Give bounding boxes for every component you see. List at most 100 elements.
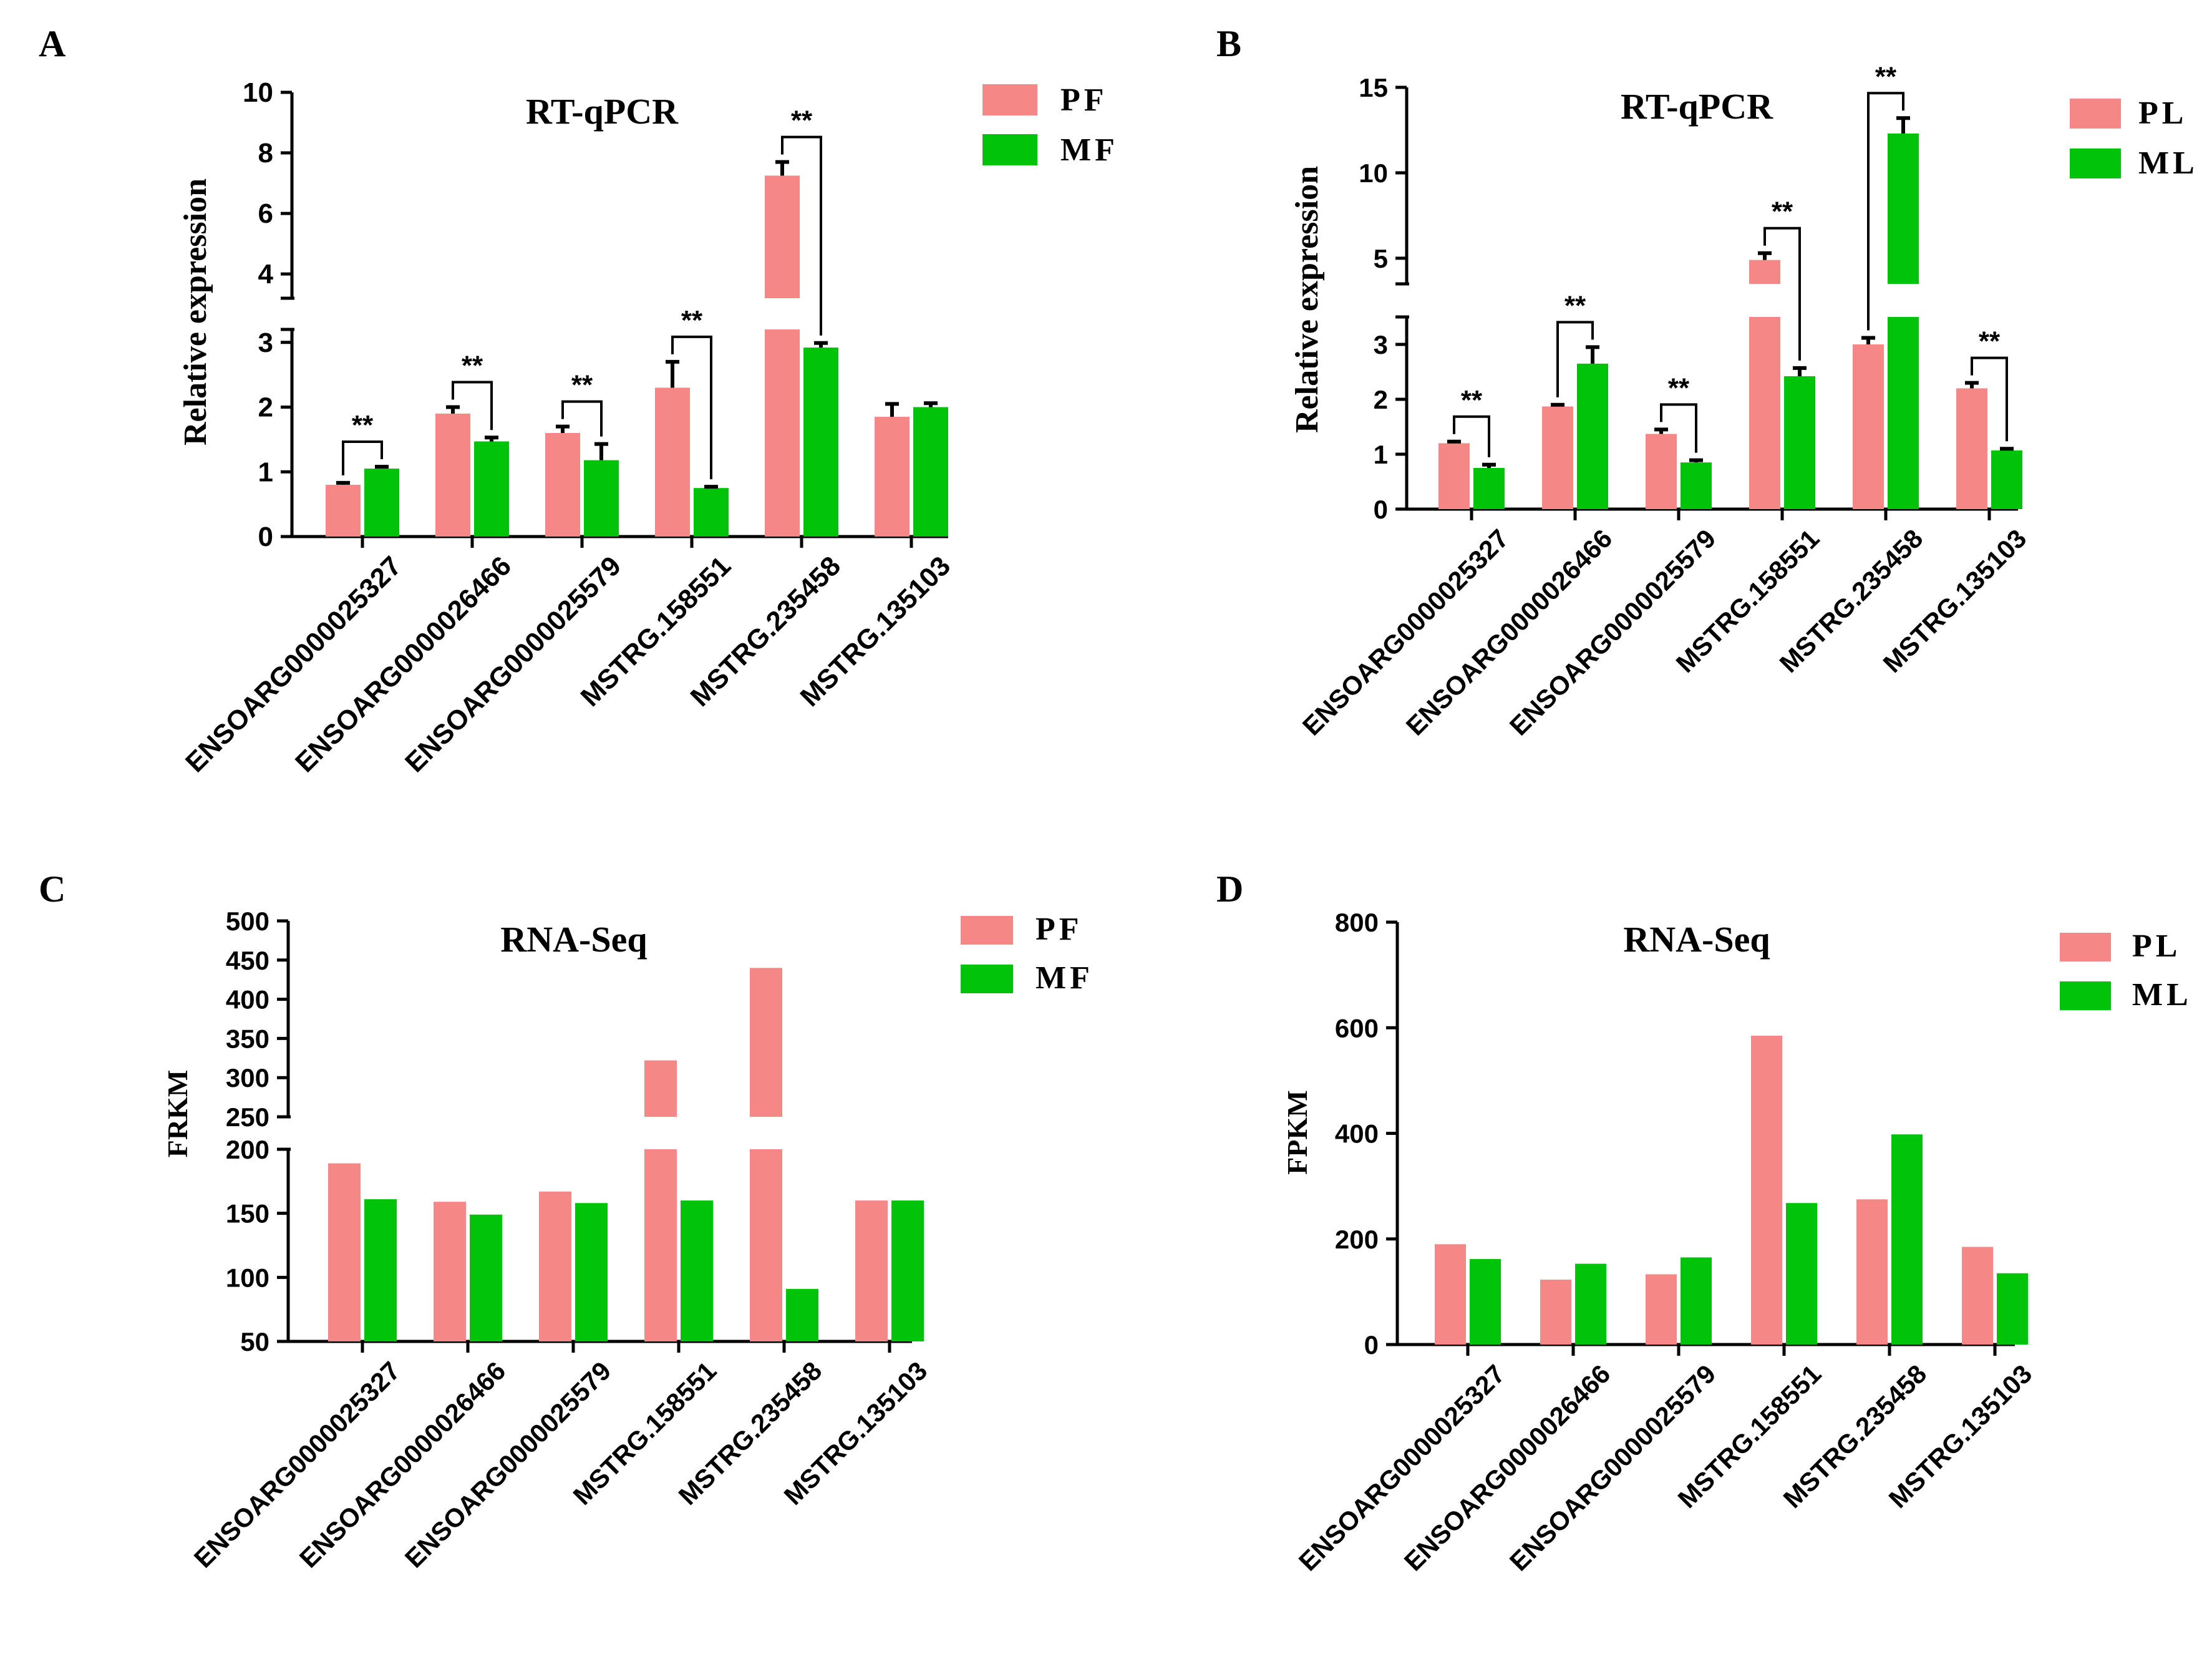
significance-label: ** <box>1772 197 1793 227</box>
bar-pf <box>875 417 910 537</box>
significance-bracket <box>561 400 603 437</box>
bar-ml <box>1473 468 1505 509</box>
bar-pl <box>1962 1247 1993 1345</box>
y-axis-label: FPKM <box>1281 1090 1313 1174</box>
x-tick-label: ENSOARG0000025327 <box>180 550 407 778</box>
bar-pf <box>326 485 361 537</box>
bar-pl-upper <box>1749 260 1780 284</box>
x-tick-label: ENSOARG0000025579 <box>1504 1359 1722 1577</box>
bar-ml <box>1681 462 1712 509</box>
bar-pf <box>750 1149 782 1341</box>
y-axis-label: Relative expression <box>178 178 213 445</box>
legend-label-pf: PF <box>1060 82 1108 118</box>
y-tick-label: 3 <box>1374 330 1388 359</box>
panel-letter: C <box>39 868 65 910</box>
bar-mf <box>681 1200 713 1341</box>
chart-title: RNA-Seq <box>1623 919 1770 960</box>
bar-mf <box>364 1199 397 1341</box>
y-tick-label: 200 <box>226 1135 269 1164</box>
bar-pl <box>1435 1244 1466 1345</box>
chart-panel-a: A RT-qPCR Relative expression 0 1 2 3 4 6 8 10 ENSO… <box>39 23 1118 778</box>
y-tick-label: 600 <box>1335 1013 1379 1043</box>
y-tick-label: 300 <box>226 1063 269 1092</box>
y-axis-label: FRKM <box>162 1070 193 1158</box>
y-tick-label: 400 <box>226 985 269 1014</box>
bar-ml <box>1997 1273 2028 1345</box>
significance-bracket <box>342 440 383 475</box>
significance-bracket <box>1763 226 1801 361</box>
bar-mf <box>891 1200 924 1341</box>
bar-mf <box>474 441 509 537</box>
bar-pf <box>539 1191 571 1341</box>
significance-label: ** <box>791 105 813 136</box>
bar-pf <box>435 413 470 537</box>
y-tick-label: 800 <box>1335 908 1379 937</box>
bar-pf <box>434 1202 466 1341</box>
bar-ml <box>1888 317 1919 509</box>
bar-ml <box>1470 1258 1501 1345</box>
legend-swatch-mf <box>982 134 1037 165</box>
x-tick-label: ENSOARG0000026466 <box>1400 523 1618 741</box>
x-tick-label: ENSOARG0000025327 <box>188 1356 406 1574</box>
y-tick-label: 500 <box>226 907 269 936</box>
significance-label: ** <box>1668 372 1690 403</box>
bar-mf <box>575 1203 608 1341</box>
significance-bracket <box>781 135 822 336</box>
legend-swatch-pl <box>2060 933 2111 961</box>
significance-bracket <box>671 335 712 480</box>
y-axis-label: Relative expression <box>1289 166 1325 433</box>
legend-swatch-ml <box>2060 981 2111 1010</box>
legend-swatch-ml <box>2070 148 2121 178</box>
bar-pf <box>765 329 800 537</box>
legend-label-pl: PL <box>2138 95 2187 131</box>
y-tick-label: 5 <box>1374 244 1388 273</box>
bar-ml-upper <box>1888 133 1919 284</box>
bar-ml <box>1786 1203 1817 1345</box>
legend-label-mf: MF <box>1036 960 1094 996</box>
panel-letter: A <box>39 23 65 64</box>
chart-panel-d: D RNA-Seq FPKM 0 200 400 600 800 ENSOARG00000253… <box>1216 868 2192 1577</box>
x-tick-label: ENSOARG0000026466 <box>294 1356 512 1574</box>
chart-title: RNA-Seq <box>500 919 647 960</box>
significance-bracket <box>1556 321 1594 397</box>
bar-pl <box>1853 344 1884 509</box>
significance-bracket <box>1660 403 1697 453</box>
bar-pf-upper <box>644 1060 677 1117</box>
y-tick-label: 2 <box>1374 385 1388 414</box>
bar-pl <box>1542 406 1573 509</box>
legend-label-mf: MF <box>1060 132 1118 168</box>
y-tick-label: 0 <box>258 522 273 552</box>
bar-pf <box>328 1163 361 1341</box>
y-tick-label: 200 <box>1335 1225 1379 1254</box>
y-tick-label: 1 <box>1374 440 1388 469</box>
bar-mf <box>913 407 948 537</box>
legend-swatch-mf <box>961 965 1013 993</box>
y-tick-label: 6 <box>258 198 273 229</box>
legend-label-pl: PL <box>2132 928 2181 964</box>
bar-pl <box>1856 1199 1888 1345</box>
legend-label-ml: ML <box>2138 145 2198 181</box>
y-tick-label: 400 <box>1335 1119 1379 1149</box>
legend-label-ml: ML <box>2132 977 2192 1013</box>
y-tick-label: 3 <box>258 328 273 358</box>
bar-mf <box>364 469 399 537</box>
x-tick-label: ENSOARG0000025579 <box>1504 523 1722 741</box>
significance-label: ** <box>1979 326 2001 357</box>
bar-mf <box>470 1214 502 1341</box>
significance-label: ** <box>352 410 374 440</box>
legend-label-pf: PF <box>1036 912 1083 947</box>
x-tick-label: ENSOARG0000025579 <box>399 550 627 778</box>
y-tick-label: 1 <box>258 457 273 487</box>
bar-pf <box>545 433 580 537</box>
bar-ml <box>1784 376 1815 509</box>
bar-pf <box>655 387 690 537</box>
bar-ml <box>1991 450 2022 509</box>
panel-letter: D <box>1216 868 1243 910</box>
bar-mf <box>694 488 729 537</box>
chart-title: RT-qPCR <box>1621 86 1773 127</box>
bar-pl <box>1646 1274 1677 1345</box>
bar-ml <box>1577 363 1608 509</box>
bar-pl <box>1540 1279 1571 1345</box>
y-tick-label: 250 <box>226 1102 269 1132</box>
x-tick-label: ENSOARG0000026466 <box>289 550 517 778</box>
